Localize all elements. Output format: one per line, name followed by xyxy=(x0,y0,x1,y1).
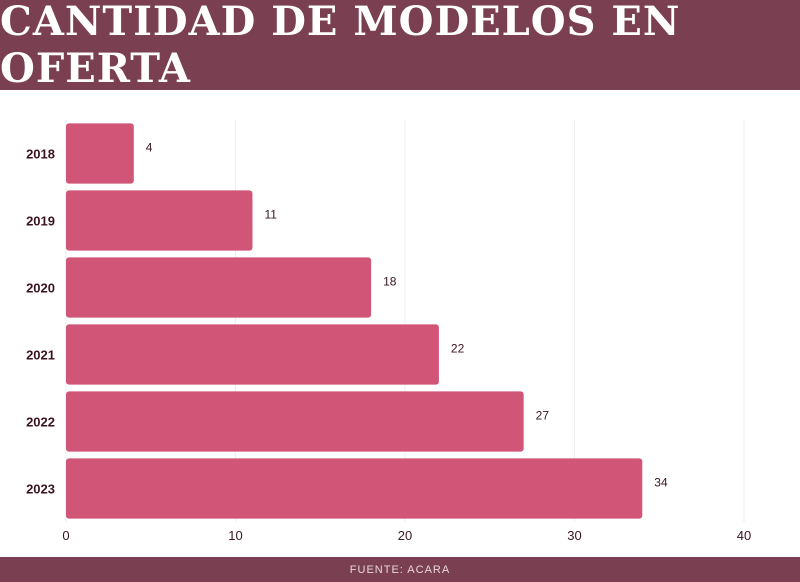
bar-2019 xyxy=(66,190,253,251)
category-label: 2020 xyxy=(26,281,55,296)
bar-2018 xyxy=(66,123,134,184)
category-label: 2022 xyxy=(26,415,55,430)
x-tick-label: 40 xyxy=(737,528,751,543)
bar-2021 xyxy=(66,324,439,385)
value-label: 11 xyxy=(264,208,277,222)
x-tick-label: 20 xyxy=(398,528,412,543)
page-title: CANTIDAD DE MODELOS EN OFERTA xyxy=(0,0,681,92)
value-label: 22 xyxy=(451,342,465,356)
value-label: 4 xyxy=(146,141,153,155)
bars xyxy=(66,123,643,519)
bar-2022 xyxy=(66,391,524,452)
x-tick-label: 10 xyxy=(228,528,242,543)
value-label: 27 xyxy=(536,409,550,423)
x-tick-label: 30 xyxy=(567,528,581,543)
category-label: 2018 xyxy=(26,147,55,162)
value-labels: 4 11 18 22 27 34 xyxy=(146,141,668,490)
category-label: 2019 xyxy=(26,214,55,229)
bar-2020 xyxy=(66,257,372,318)
bar-2023 xyxy=(66,458,643,519)
category-labels: 2018 2019 2020 2021 2022 2023 xyxy=(26,147,55,497)
category-label: 2023 xyxy=(26,482,55,497)
source-text: FUENTE: ACARA xyxy=(349,563,451,576)
value-label: 34 xyxy=(654,476,668,490)
header-banner: CANTIDAD DE MODELOS EN OFERTA xyxy=(0,0,800,92)
x-axis-ticks: 0 10 20 30 40 xyxy=(62,528,751,543)
x-tick-label: 0 xyxy=(62,528,69,543)
bar-chart: 2018 2019 2020 2021 2022 2023 4 11 18 22 27 34 0 10… xyxy=(26,120,751,543)
category-label: 2021 xyxy=(26,348,55,363)
grid-lines xyxy=(65,120,745,522)
value-label: 18 xyxy=(383,275,397,289)
source-footer: FUENTE: ACARA xyxy=(0,557,800,582)
